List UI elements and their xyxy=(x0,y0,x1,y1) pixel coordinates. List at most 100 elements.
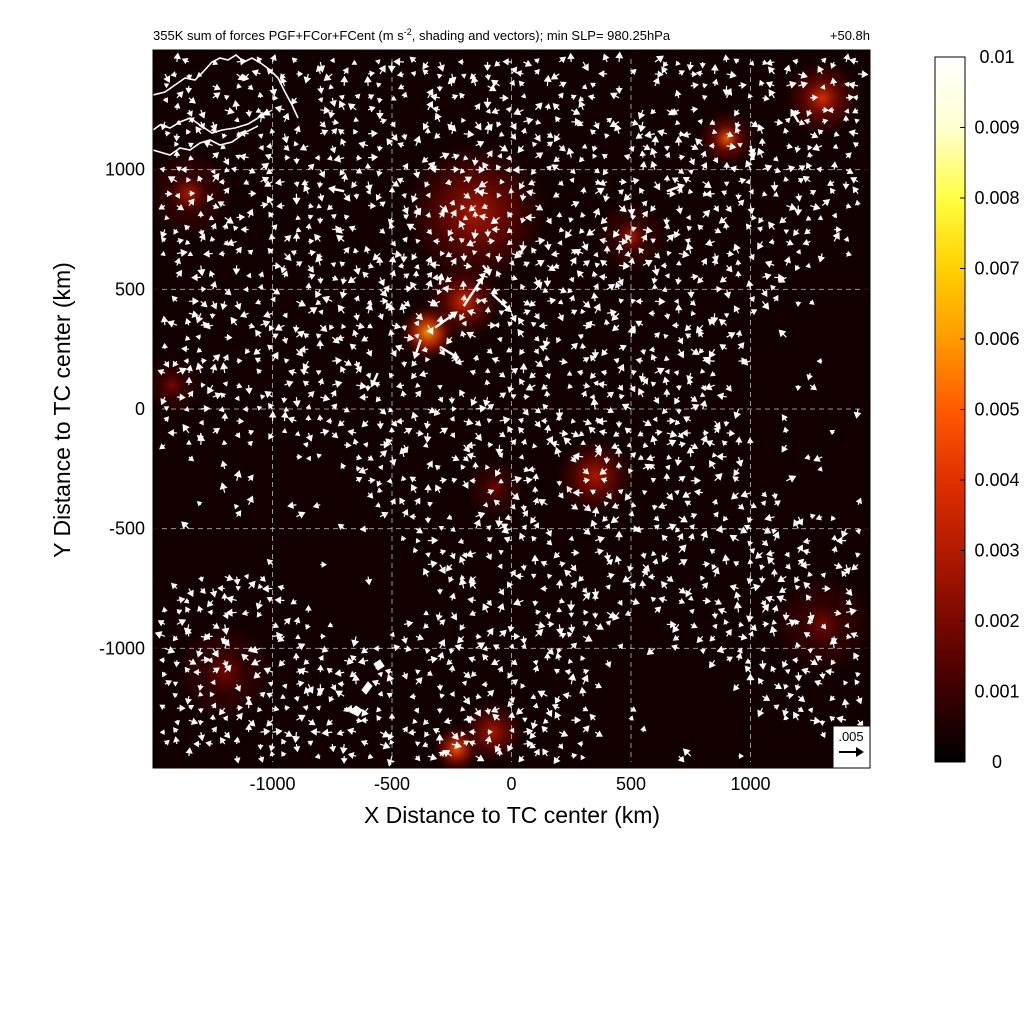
force-vector xyxy=(495,253,503,263)
force-vector xyxy=(746,576,754,585)
force-vector xyxy=(360,716,369,724)
force-vector xyxy=(233,470,242,481)
force-vector xyxy=(399,497,406,506)
force-vector xyxy=(447,77,455,87)
force-vector xyxy=(850,177,859,184)
force-vector xyxy=(196,501,203,507)
force-vector xyxy=(629,452,637,459)
force-vector xyxy=(764,260,775,268)
force-vector xyxy=(554,711,562,721)
force-vector xyxy=(809,189,817,196)
force-vector xyxy=(464,715,476,724)
force-vector xyxy=(844,108,850,114)
force-vector xyxy=(329,324,335,331)
force-vector xyxy=(570,456,577,463)
force-vector xyxy=(486,347,493,354)
force-vector xyxy=(297,667,309,676)
force-vector xyxy=(191,273,201,282)
force-vector xyxy=(582,621,589,627)
force-vector xyxy=(294,430,301,437)
force-vector xyxy=(257,133,264,139)
force-vector xyxy=(532,600,539,607)
force-vector xyxy=(642,226,653,235)
force-vector xyxy=(661,534,669,542)
force-vector xyxy=(533,348,539,355)
force-vector xyxy=(388,372,395,379)
force-vector xyxy=(223,731,231,739)
force-vector xyxy=(200,382,206,388)
force-vector xyxy=(207,193,215,203)
force-vector xyxy=(410,70,417,77)
force-vector xyxy=(281,133,290,144)
force-vector xyxy=(758,79,765,87)
force-vector xyxy=(533,522,540,529)
force-vector xyxy=(806,372,813,381)
force-vector xyxy=(726,332,736,339)
force-vector xyxy=(475,166,486,174)
force-vector xyxy=(197,708,204,714)
force-vector xyxy=(663,355,670,362)
force-vector xyxy=(783,256,792,266)
force-vector xyxy=(359,525,369,533)
force-vector xyxy=(709,119,716,125)
force-vector xyxy=(580,308,586,315)
force-vector xyxy=(504,514,512,521)
force-vector xyxy=(622,575,632,583)
force-vector xyxy=(666,190,676,198)
force-vector xyxy=(689,465,696,472)
force-vector xyxy=(174,719,180,726)
force-vector xyxy=(690,143,699,151)
force-vector xyxy=(757,707,765,718)
force-vector xyxy=(580,754,586,761)
force-vector xyxy=(514,572,524,580)
force-vector xyxy=(222,715,228,722)
force-vector xyxy=(628,145,635,153)
force-vector xyxy=(726,429,736,437)
force-vector xyxy=(382,285,393,293)
force-vector xyxy=(482,603,490,613)
force-vector xyxy=(700,384,707,392)
force-vector xyxy=(641,200,648,207)
force-vector xyxy=(482,501,488,508)
force-vector xyxy=(233,736,241,745)
force-vector xyxy=(222,222,229,230)
force-vector xyxy=(203,322,213,330)
force-vector xyxy=(729,534,739,542)
force-vector xyxy=(697,118,703,125)
force-vector xyxy=(572,488,584,497)
force-vector xyxy=(499,178,505,185)
force-vector xyxy=(185,439,192,445)
force-vector xyxy=(436,684,444,691)
force-vector xyxy=(773,704,780,711)
force-vector xyxy=(569,564,577,572)
force-vector xyxy=(451,731,459,741)
force-vector xyxy=(690,622,698,629)
force-vector xyxy=(746,516,753,524)
force-vector xyxy=(366,299,373,306)
force-vector xyxy=(233,225,239,232)
force-vector xyxy=(513,598,524,606)
force-vector xyxy=(218,178,225,185)
x-axis-ticks: -1000 -500 0 500 1000 xyxy=(249,50,771,794)
force-vector xyxy=(343,214,350,221)
force-vector xyxy=(511,250,522,259)
force-vector xyxy=(510,439,517,446)
force-vector xyxy=(507,624,515,633)
force-vector xyxy=(511,367,519,375)
force-vector xyxy=(314,154,321,161)
force-vector xyxy=(212,354,221,362)
force-vector xyxy=(852,107,859,114)
force-vector xyxy=(296,680,305,688)
force-vector xyxy=(703,356,715,366)
force-vector xyxy=(711,563,717,570)
force-vector xyxy=(737,142,743,148)
force-vector xyxy=(327,622,334,628)
force-vector xyxy=(568,535,575,541)
force-vector xyxy=(272,727,283,736)
force-vector xyxy=(323,73,333,81)
force-vector xyxy=(594,622,604,630)
force-vector xyxy=(774,682,783,689)
force-vector xyxy=(411,411,419,422)
force-vector xyxy=(376,420,384,430)
force-vector xyxy=(185,376,193,386)
